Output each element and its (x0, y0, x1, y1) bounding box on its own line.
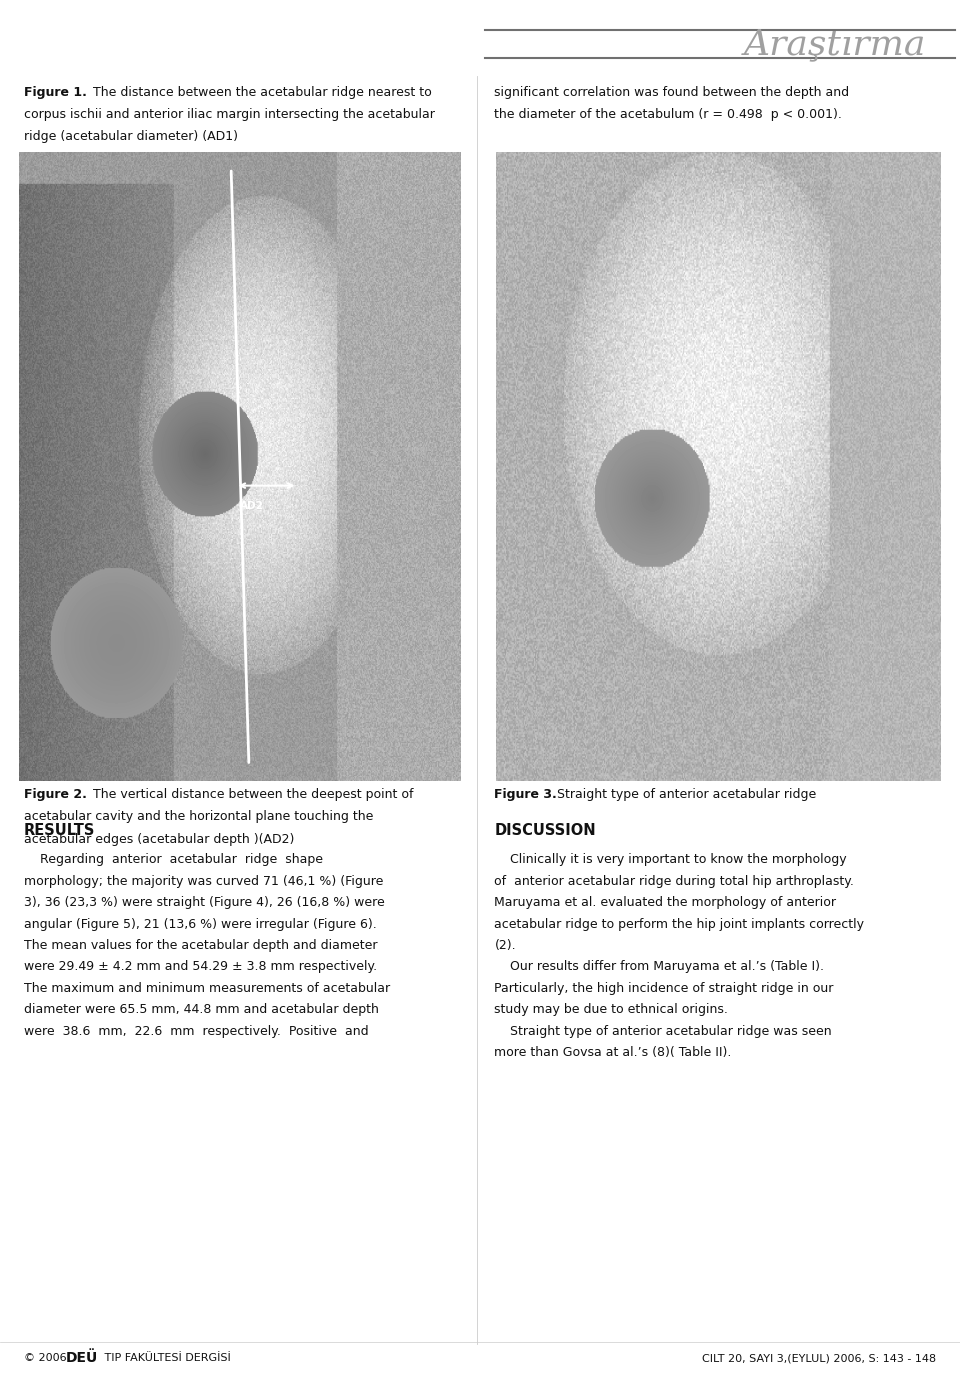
Text: Figure 3.: Figure 3. (494, 788, 557, 801)
Text: TIP FAKÜLTESİ DERGİSİ: TIP FAKÜLTESİ DERGİSİ (101, 1353, 230, 1364)
Text: significant correlation was found between the depth and: significant correlation was found betwee… (494, 86, 850, 98)
Text: the diameter of the acetabulum (r = 0.498  p < 0.001).: the diameter of the acetabulum (r = 0.49… (494, 108, 842, 120)
Text: Our results differ from Maruyama et al.’s (Table I).: Our results differ from Maruyama et al.’… (494, 960, 825, 974)
Text: Regarding  anterior  acetabular  ridge  shape: Regarding anterior acetabular ridge shap… (24, 853, 323, 866)
Text: angular (Figure 5), 21 (13,6 %) were irregular (Figure 6).: angular (Figure 5), 21 (13,6 %) were irr… (24, 918, 376, 931)
Text: DEÜ: DEÜ (65, 1351, 98, 1365)
Text: DISCUSSION: DISCUSSION (494, 823, 596, 838)
Text: Figure 2.: Figure 2. (24, 788, 86, 801)
Text: CILT 20, SAYI 3,(EYLUL) 2006, S: 143 - 148: CILT 20, SAYI 3,(EYLUL) 2006, S: 143 - 1… (702, 1353, 936, 1364)
Text: The maximum and minimum measurements of acetabular: The maximum and minimum measurements of … (24, 982, 390, 994)
Text: diameter were 65.5 mm, 44.8 mm and acetabular depth: diameter were 65.5 mm, 44.8 mm and aceta… (24, 1004, 379, 1017)
Text: © 2006: © 2006 (24, 1353, 70, 1364)
Text: were 29.49 ± 4.2 mm and 54.29 ± 3.8 mm respectively.: were 29.49 ± 4.2 mm and 54.29 ± 3.8 mm r… (24, 960, 377, 974)
Text: Straight type of anterior acetabular ridge: Straight type of anterior acetabular rid… (557, 788, 816, 801)
Text: The distance between the acetabular ridge nearest to: The distance between the acetabular ridg… (93, 86, 432, 98)
Text: RESULTS: RESULTS (24, 823, 95, 838)
Text: corpus ischii and anterior iliac margin intersecting the acetabular: corpus ischii and anterior iliac margin … (24, 108, 435, 120)
Text: were  38.6  mm,  22.6  mm  respectively.  Positive  and: were 38.6 mm, 22.6 mm respectively. Posi… (24, 1025, 369, 1037)
Text: more than Govsa at al.’s (8)( Table II).: more than Govsa at al.’s (8)( Table II). (494, 1047, 732, 1059)
Text: Maruyama et al. evaluated the morphology of anterior: Maruyama et al. evaluated the morphology… (494, 896, 836, 909)
Text: The mean values for the acetabular depth and diameter: The mean values for the acetabular depth… (24, 939, 377, 952)
Text: Clinically it is very important to know the morphology: Clinically it is very important to know … (494, 853, 847, 866)
Text: 3), 36 (23,3 %) were straight (Figure 4), 26 (16,8 %) were: 3), 36 (23,3 %) were straight (Figure 4)… (24, 896, 385, 909)
Text: The vertical distance between the deepest point of: The vertical distance between the deepes… (93, 788, 414, 801)
Text: Araştırma: Araştırma (744, 28, 926, 61)
Text: Figure 1.: Figure 1. (24, 86, 86, 98)
Text: acetabular cavity and the horizontal plane touching the: acetabular cavity and the horizontal pla… (24, 810, 373, 823)
Text: AD2: AD2 (240, 501, 264, 510)
Text: (2).: (2). (494, 939, 516, 952)
Text: of  anterior acetabular ridge during total hip arthroplasty.: of anterior acetabular ridge during tota… (494, 875, 854, 888)
Text: Particularly, the high incidence of straight ridge in our: Particularly, the high incidence of stra… (494, 982, 834, 994)
Text: Straight type of anterior acetabular ridge was seen: Straight type of anterior acetabular rid… (494, 1025, 832, 1037)
Text: study may be due to ethnical origins.: study may be due to ethnical origins. (494, 1004, 729, 1017)
Text: morphology; the majority was curved 71 (46,1 %) (Figure: morphology; the majority was curved 71 (… (24, 875, 383, 888)
Text: acetabular ridge to perform the hip joint implants correctly: acetabular ridge to perform the hip join… (494, 918, 864, 931)
Text: ridge (acetabular diameter) (AD1): ridge (acetabular diameter) (AD1) (24, 130, 238, 142)
Text: acetabular edges (acetabular depth )(AD2): acetabular edges (acetabular depth )(AD2… (24, 833, 295, 845)
